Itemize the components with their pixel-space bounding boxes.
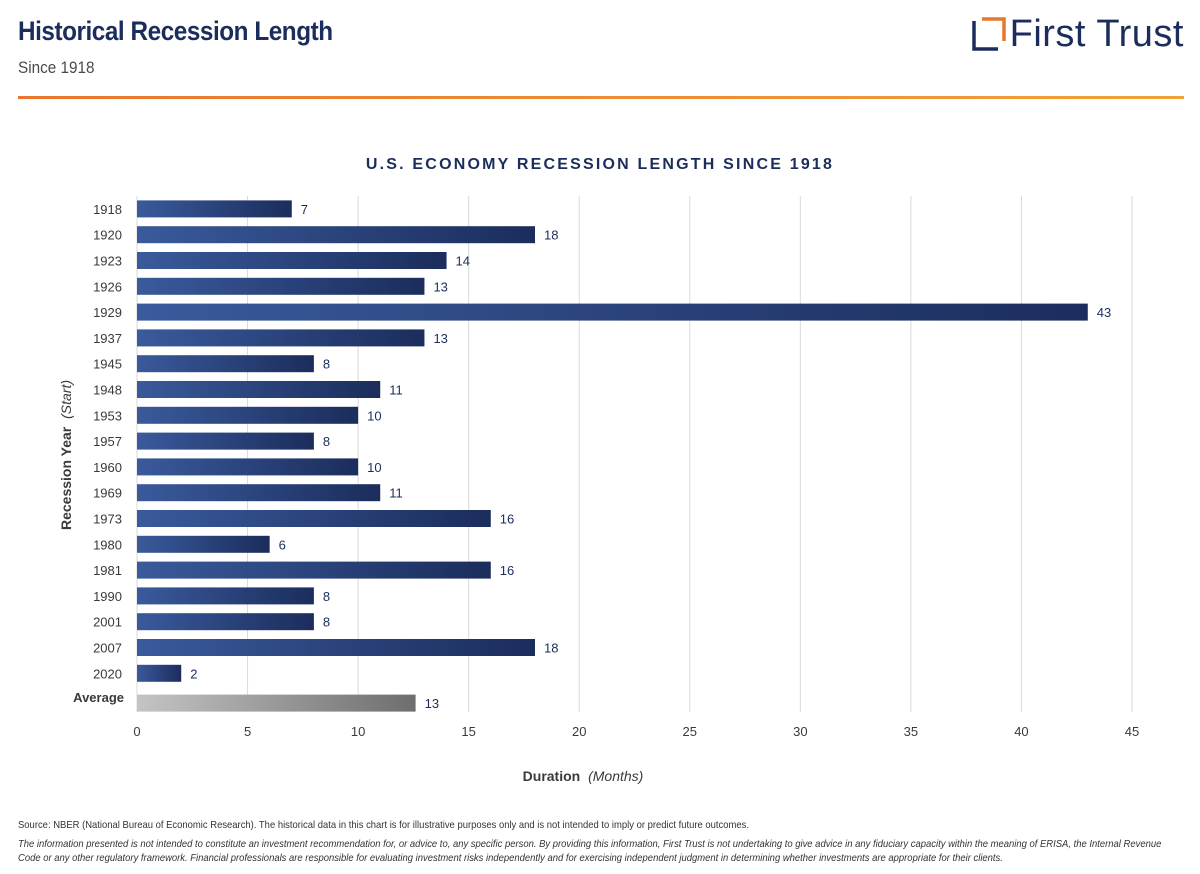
bar-value-label: 13 — [433, 279, 447, 294]
bar-1926 — [137, 277, 425, 295]
x-tick-label: 35 — [904, 724, 918, 739]
y-axis-label: Recession Year (Start) — [58, 380, 74, 530]
y-tick-label: 1926 — [93, 279, 122, 294]
bar-value-label: 8 — [323, 434, 330, 449]
x-tick-label: 10 — [351, 724, 365, 739]
logo-text: First Trust — [1009, 13, 1184, 55]
bar-2001 — [137, 613, 314, 631]
x-axis-label-italic: (Months) — [588, 768, 643, 784]
bar-value-label: 11 — [389, 383, 403, 398]
y-tick-label: 2007 — [93, 641, 122, 656]
chart-bars: 1918 7 1920 18 1923 14 1926 13 1929 43 1937 13 1945 8… — [73, 200, 1111, 712]
bar-value-label: 14 — [456, 254, 470, 269]
bar-1920 — [137, 226, 535, 244]
page-subtitle: Since 1918 — [18, 58, 95, 77]
average-value-label: 13 — [425, 696, 439, 711]
y-tick-label: 1957 — [93, 434, 122, 449]
bar-value-label: 6 — [279, 537, 286, 552]
y-tick-label: 1920 — [93, 228, 122, 243]
bar-value-label: 7 — [301, 202, 308, 217]
bar-value-label: 13 — [433, 331, 447, 346]
x-tick-label: 45 — [1125, 724, 1139, 739]
chart-gridlines — [136, 196, 1133, 712]
bar-value-label: 2 — [190, 666, 197, 681]
bar-2007 — [137, 639, 535, 656]
bar-1918 — [137, 200, 292, 218]
brand-logo: First Trust — [971, 13, 1184, 55]
y-tick-label: 1937 — [93, 331, 122, 346]
bar-1981 — [137, 561, 491, 579]
y-axis-label-italic: (Start) — [58, 380, 74, 419]
bar-value-label: 18 — [544, 641, 558, 656]
bar-value-label: 10 — [367, 408, 381, 423]
recession-bar-chart: U.S. ECONOMY RECESSION LENGTH SINCE 1918… — [58, 156, 1139, 784]
y-tick-label: 1980 — [93, 537, 122, 552]
bar-1973 — [137, 510, 491, 527]
bar-value-label: 11 — [389, 486, 403, 501]
bar-1969 — [137, 484, 381, 502]
bar-1948 — [137, 381, 381, 398]
y-tick-label: 1960 — [93, 460, 122, 475]
bar-1945 — [137, 355, 314, 373]
y-tick-label: 2020 — [93, 666, 122, 681]
y-tick-label: 1973 — [93, 512, 122, 527]
bar-1937 — [137, 329, 425, 347]
bar-1953 — [137, 406, 359, 424]
x-axis-ticks: 0 5 10 15 20 25 30 35 40 45 — [133, 724, 1139, 739]
x-axis-label-main: Duration — [523, 768, 581, 784]
disclaimer-text: The information presented is not intende… — [18, 838, 1162, 864]
y-tick-label: 1990 — [93, 589, 122, 604]
bar-value-label: 16 — [500, 563, 514, 578]
y-tick-label: 1918 — [93, 202, 122, 217]
bar-value-label: 8 — [323, 589, 330, 604]
x-tick-label: 0 — [133, 724, 140, 739]
bar-value-label: 10 — [367, 460, 381, 475]
bar-1957 — [137, 432, 314, 450]
bar-1923 — [137, 252, 447, 269]
x-tick-label: 40 — [1014, 724, 1028, 739]
bar-value-label: 43 — [1097, 305, 1111, 320]
bar-value-label: 18 — [544, 228, 558, 243]
y-tick-label: 1953 — [93, 408, 122, 423]
bar-1929 — [137, 303, 1088, 321]
average-label: Average — [73, 690, 124, 705]
bar-1960 — [137, 458, 359, 476]
x-tick-label: 30 — [793, 724, 807, 739]
bar-average — [137, 694, 416, 712]
x-tick-label: 15 — [461, 724, 475, 739]
y-tick-label: 1981 — [93, 563, 122, 578]
x-tick-label: 25 — [683, 724, 697, 739]
x-axis-label: Duration (Months) — [523, 768, 644, 784]
bar-2020 — [137, 664, 182, 682]
chart-title: U.S. ECONOMY RECESSION LENGTH SINCE 1918 — [366, 156, 834, 173]
y-tick-label: 1969 — [93, 486, 122, 501]
header-divider — [18, 96, 1184, 99]
bar-value-label: 16 — [500, 512, 514, 527]
page-title: Historical Recession Length — [18, 16, 333, 46]
x-tick-label: 20 — [572, 724, 586, 739]
page-footer: Source: NBER (National Bureau of Economi… — [18, 818, 1184, 865]
y-tick-label: 1945 — [93, 357, 122, 372]
y-tick-label: 1948 — [93, 383, 122, 398]
bar-value-label: 8 — [323, 357, 330, 372]
first-trust-bracket-logo-icon — [971, 17, 1006, 51]
x-tick-label: 5 — [244, 724, 251, 739]
bar-value-label: 8 — [323, 615, 330, 630]
bar-1980 — [137, 535, 270, 553]
y-axis-label-main: Recession Year — [58, 426, 74, 530]
page-header: Historical Recession Length Since 1918 F… — [18, 14, 1184, 94]
bar-1990 — [137, 587, 314, 605]
y-tick-label: 1929 — [93, 305, 122, 320]
y-tick-label: 1923 — [93, 254, 122, 269]
source-note: Source: NBER (National Bureau of Economi… — [18, 819, 749, 831]
y-tick-label: 2001 — [93, 615, 122, 630]
